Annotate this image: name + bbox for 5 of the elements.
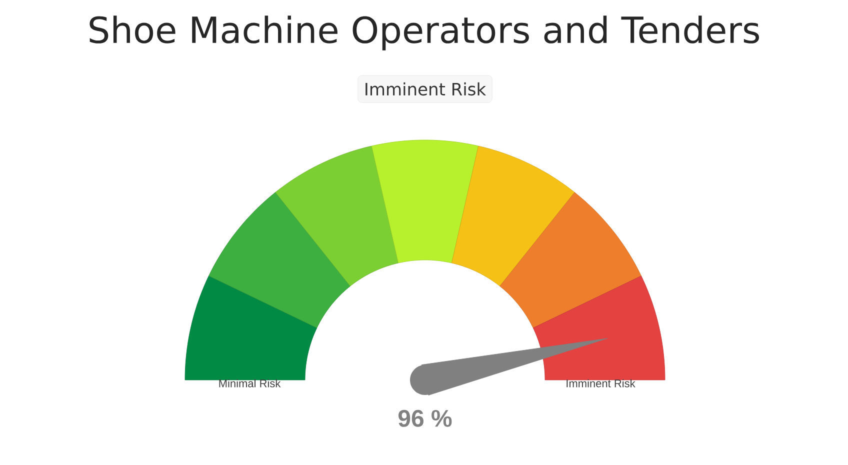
slice-label: Minimal Risk bbox=[219, 379, 281, 388]
chart-title: Shoe Machine Operators and Tenders bbox=[90, 16, 759, 50]
text: 96 % bbox=[398, 410, 452, 427]
slice-label: Imminent Risk bbox=[566, 379, 636, 388]
chart-subtitle: Imminent Risk bbox=[366, 82, 486, 96]
